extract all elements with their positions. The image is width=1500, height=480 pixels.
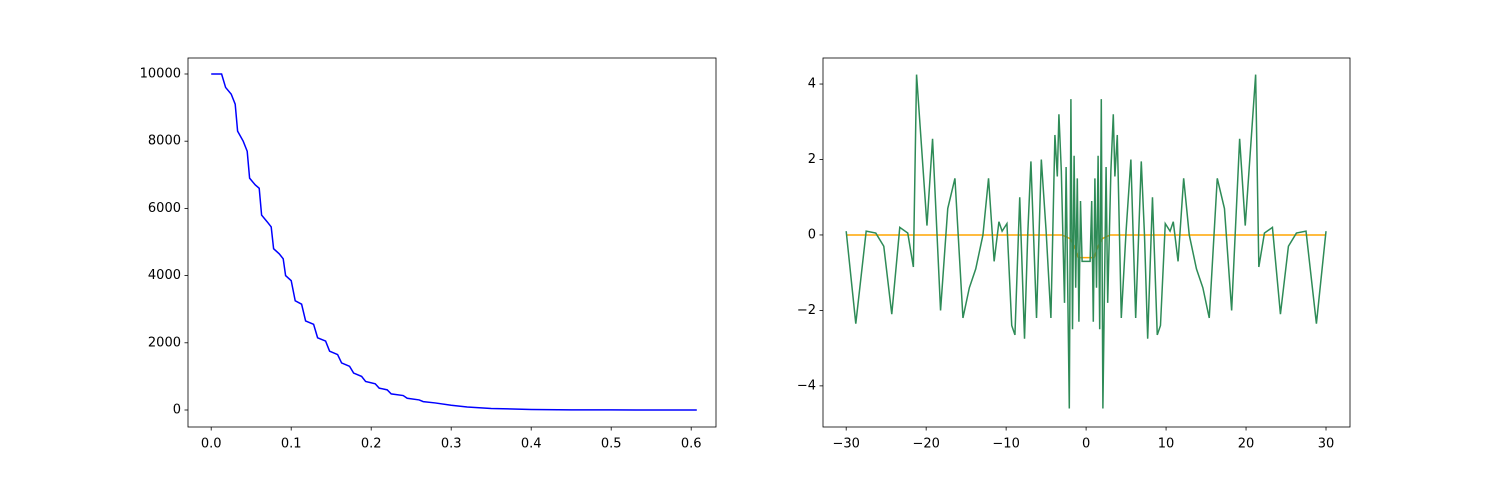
x-tick-label: 0.6 [681, 437, 702, 452]
x-tick-label: 0.1 [281, 437, 302, 452]
x-tick-label: 0 [1082, 437, 1090, 452]
y-tick-label: 6000 [148, 201, 181, 216]
y-tick-label: 0 [173, 402, 181, 417]
y-tick-label: 8000 [148, 134, 181, 149]
x-tick-label: 0.3 [441, 437, 462, 452]
x-tick-label: 20 [1238, 437, 1255, 452]
y-tick-label: 4 [808, 77, 816, 92]
y-tick-label: 2000 [148, 335, 181, 350]
plot-frame [187, 57, 717, 428]
plot-frame [822, 57, 1351, 428]
x-tick-label: −20 [912, 437, 939, 452]
y-tick-label: 10000 [140, 66, 181, 81]
x-tick-label: 0.2 [361, 437, 382, 452]
y-tick-label: 2 [808, 152, 816, 167]
y-tick-label: −2 [797, 303, 816, 318]
x-tick-label: −10 [992, 437, 1019, 452]
y-tick-label: 4000 [148, 268, 181, 283]
y-tick-label: 0 [808, 227, 816, 242]
x-tick-label: 30 [1318, 437, 1335, 452]
line [846, 234, 1327, 259]
line [211, 73, 697, 411]
y-tick-label: −4 [797, 378, 816, 393]
line [845, 74, 1327, 409]
x-tick-label: 0.0 [201, 437, 222, 452]
x-tick-label: 0.5 [601, 437, 622, 452]
x-tick-label: −30 [832, 437, 859, 452]
x-tick-label: 0.4 [521, 437, 542, 452]
x-tick-label: 10 [1158, 437, 1175, 452]
